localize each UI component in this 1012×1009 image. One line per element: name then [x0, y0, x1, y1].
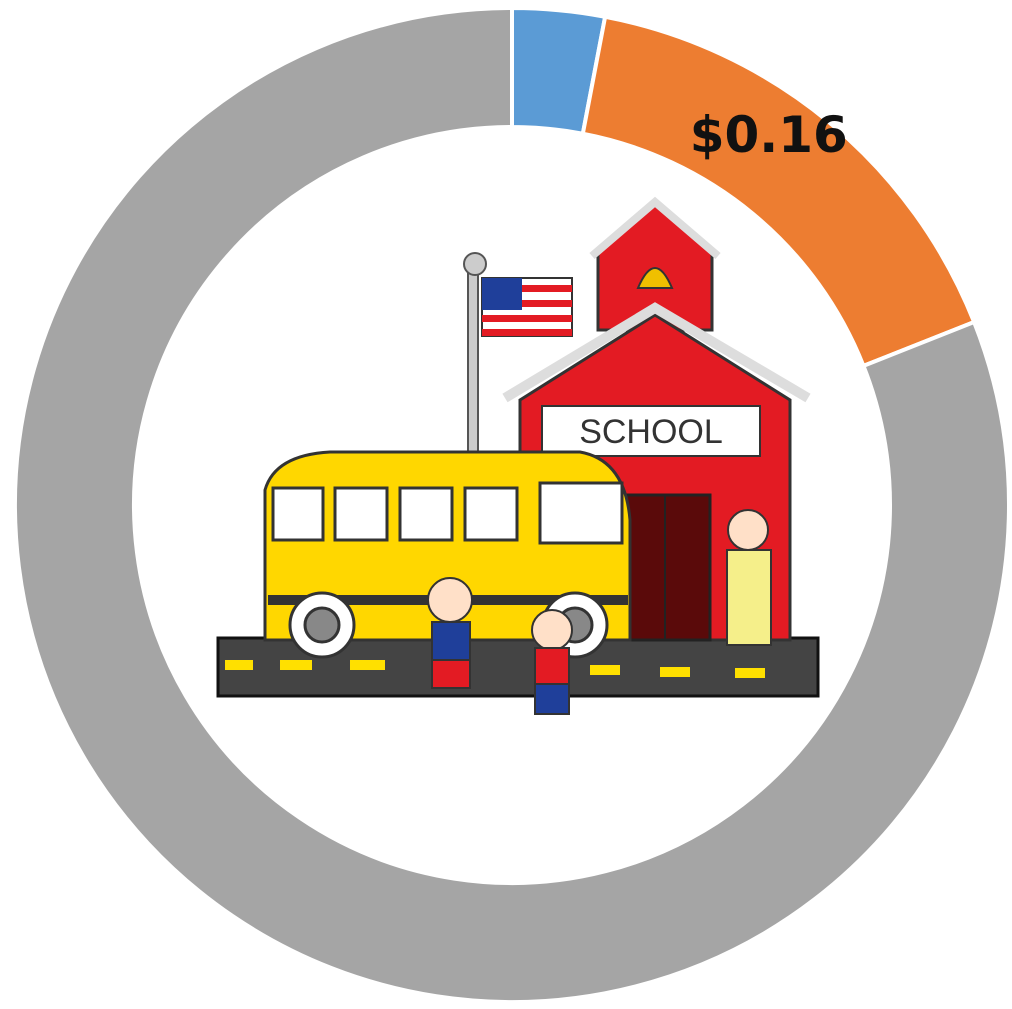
annotation: SCHOOL — [579, 413, 723, 451]
slice — [13, 5, 1011, 1004]
illustration: SCHOOL — [216, 196, 820, 715]
value-label: $0.16 — [690, 106, 848, 164]
donut — [13, 5, 1011, 1004]
